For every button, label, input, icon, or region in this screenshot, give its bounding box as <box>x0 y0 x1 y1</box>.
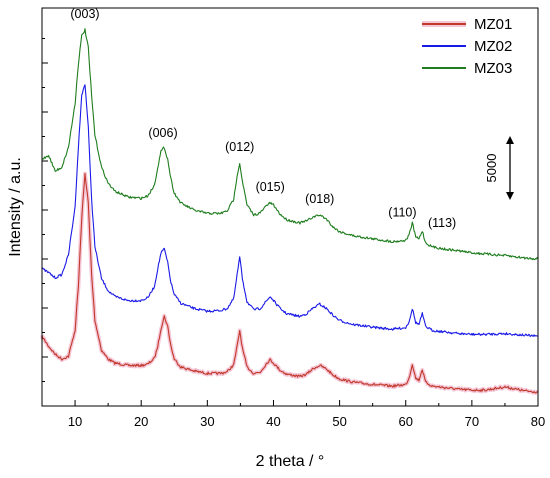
x-tick-label: 20 <box>134 414 148 429</box>
peak-label: (015) <box>256 180 285 194</box>
series-layer <box>40 28 540 395</box>
legend: MZ01 MZ02 MZ03 <box>422 16 512 77</box>
x-tick-label: 10 <box>68 414 82 429</box>
peak-label: (006) <box>148 126 177 140</box>
series-mz03-line <box>41 28 539 261</box>
x-tick-label: 40 <box>266 414 280 429</box>
legend-label: MZ03 <box>474 60 512 77</box>
legend-label: MZ02 <box>474 38 512 55</box>
x-tick-label: 70 <box>465 414 479 429</box>
series-mz02-line <box>41 84 539 338</box>
peak-label: (110) <box>388 205 416 219</box>
y-axis-title: Intensity / a.u. <box>7 157 24 257</box>
scale-bar-arrow-up-icon <box>506 136 514 144</box>
x-axis-title: 2 theta / ° <box>256 453 325 470</box>
scale-bar-arrow-down-icon <box>506 192 514 200</box>
peak-label: (113) <box>428 216 456 230</box>
peak-label: (003) <box>70 7 99 21</box>
x-tick-label: 30 <box>200 414 214 429</box>
plot-frame <box>41 7 539 407</box>
scale-bar-label: 5000 <box>484 154 499 183</box>
legend-label: MZ01 <box>474 16 512 33</box>
axis-layer: 10 20 30 40 50 60 70 80 <box>41 38 545 429</box>
x-tick-label: 80 <box>531 414 545 429</box>
peak-label: (012) <box>225 140 254 154</box>
x-tick-label: 60 <box>398 414 412 429</box>
x-tick-label: 50 <box>332 414 346 429</box>
peak-label: (018) <box>305 192 334 206</box>
peak-label-layer: (003) (006) (012) (015) (018) (110) (113) <box>70 7 456 230</box>
scale-bar: 5000 <box>484 136 514 200</box>
series-mz01-line <box>41 173 539 394</box>
